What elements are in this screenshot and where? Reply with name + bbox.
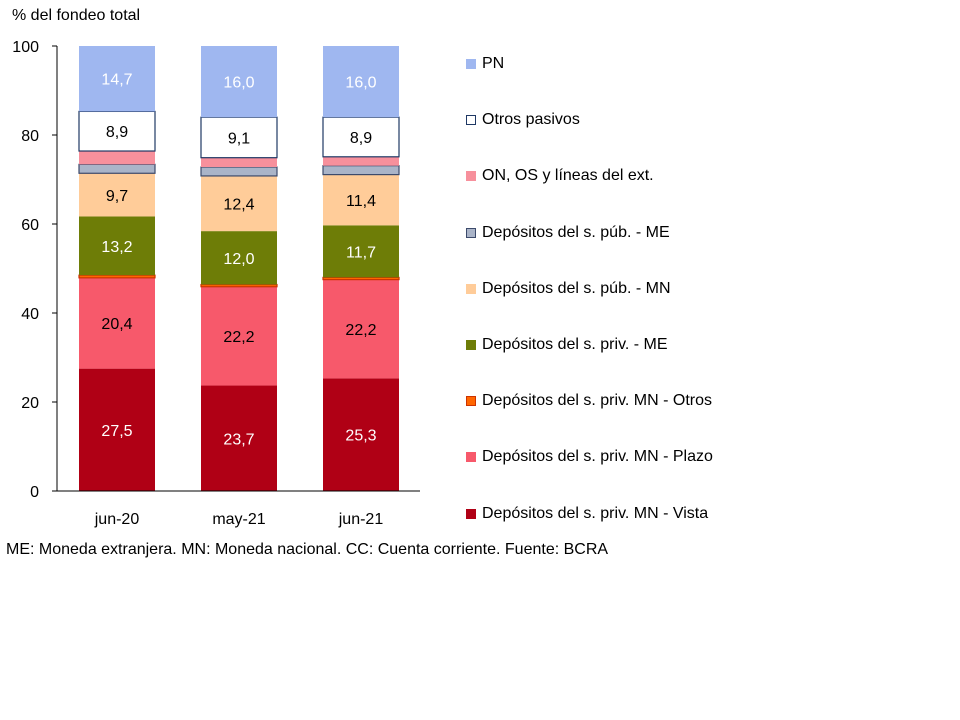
bar-segment	[323, 174, 399, 226]
legend-item: Depósitos del s. priv. - ME	[466, 333, 668, 357]
bar-segment	[200, 116, 278, 159]
legend-swatch	[466, 452, 476, 463]
y-tick-label: 20	[21, 395, 39, 412]
bar-segment	[323, 156, 399, 166]
chart-footnote: ME: Moneda extranjera. MN: Moneda nacion…	[6, 541, 609, 558]
bar-segment	[201, 231, 277, 285]
data-label: 12,0	[223, 251, 254, 268]
y-tick-label: 100	[12, 39, 39, 56]
bar-segment	[78, 274, 156, 279]
bar-segment	[79, 46, 155, 112]
bar-segment	[323, 378, 399, 491]
legend-label: Otros pasivos	[482, 111, 580, 129]
legend-label: ON, OS y líneas del ext.	[482, 167, 654, 185]
legend-swatch	[466, 227, 476, 238]
bar-segment	[201, 175, 277, 232]
bar-segment	[323, 46, 399, 118]
bar-segment	[323, 279, 399, 379]
data-label: 9,1	[228, 130, 250, 147]
data-label: 16,0	[223, 75, 254, 92]
legend-item: Depósitos del s. priv. MN - Vista	[466, 502, 708, 526]
bar-segment	[322, 116, 400, 158]
bar-segment	[79, 151, 155, 165]
bar-segment	[79, 368, 155, 491]
legend-label: Depósitos del s. priv. MN - Otros	[482, 392, 712, 410]
legend-swatch	[466, 59, 476, 69]
data-label: 8,9	[350, 130, 372, 147]
bar-segment	[78, 110, 156, 152]
legend-swatch	[466, 115, 476, 126]
bar-segment	[201, 286, 277, 386]
y-axis-unit-label: % del fondeo total	[12, 7, 141, 24]
data-label: 9,7	[106, 188, 128, 205]
legend-swatch	[466, 283, 476, 294]
legend-item: PN	[466, 52, 504, 76]
data-label: 20,4	[101, 316, 132, 333]
data-label: 12,4	[223, 197, 254, 214]
legend-label: Depósitos del s. púb. - MN	[482, 279, 671, 297]
data-label: 11,4	[346, 193, 376, 210]
data-label: 25,3	[345, 428, 376, 445]
data-label: 8,9	[106, 124, 128, 141]
legend-swatch	[466, 171, 476, 182]
bar-segment	[78, 163, 156, 174]
x-tick-label: jun-21	[338, 511, 384, 528]
bar-segment	[322, 165, 400, 176]
legend-swatch	[466, 396, 476, 407]
bar-segment	[201, 46, 277, 118]
legend-item: Depósitos del s. priv. MN - Otros	[466, 389, 712, 413]
legend-item: Depósitos del s. priv. MN - Plazo	[466, 445, 713, 469]
data-label: 11,7	[346, 244, 376, 261]
stacked-bar-chart: 0 20 40 60 80 100 27,5 20,4 13,2 9,7 8,9 14,7 23,7 22…	[12, 39, 420, 528]
legend-label: Depósitos del s. púb. - ME	[482, 223, 670, 241]
legend-label: Depósitos del s. priv. MN - Plazo	[482, 448, 713, 466]
y-tick-label: 80	[21, 128, 39, 145]
data-label: 16,0	[345, 75, 376, 92]
data-label: 23,7	[223, 431, 254, 448]
bar-segment	[200, 283, 278, 288]
legend-swatch	[466, 508, 476, 519]
bar-segment	[200, 166, 278, 177]
data-label: 22,2	[223, 329, 254, 346]
legend-label: Depósitos del s. priv. MN - Vista	[482, 504, 709, 522]
legend-item: Depósitos del s. púb. - MN	[466, 277, 671, 301]
legend-item: Depósitos del s. púb. - ME	[466, 221, 670, 245]
legend-swatch	[466, 340, 476, 350]
legend-label: PN	[482, 55, 505, 72]
bar-segment	[322, 276, 400, 281]
data-label: 14,7	[101, 72, 132, 89]
x-tick-label: may-21	[212, 511, 265, 528]
y-tick-label: 40	[21, 306, 39, 323]
bar-segment	[79, 173, 155, 217]
data-label: 27,5	[101, 423, 132, 440]
bar-segment	[79, 277, 155, 369]
legend-item: Otros pasivos	[466, 108, 580, 132]
bar-segment	[323, 225, 399, 278]
data-label: 13,2	[101, 239, 132, 256]
bar-segment	[201, 385, 277, 491]
bar-segment	[79, 216, 155, 276]
legend-item: ON, OS y líneas del ext.	[466, 164, 654, 188]
y-tick-label: 60	[21, 217, 39, 234]
legend-label: Depósitos del s. priv. - ME	[482, 336, 668, 353]
bar-segment	[201, 157, 277, 168]
data-label: 22,2	[345, 322, 376, 339]
y-tick-label: 0	[30, 484, 39, 501]
x-tick-label: jun-20	[94, 511, 140, 528]
